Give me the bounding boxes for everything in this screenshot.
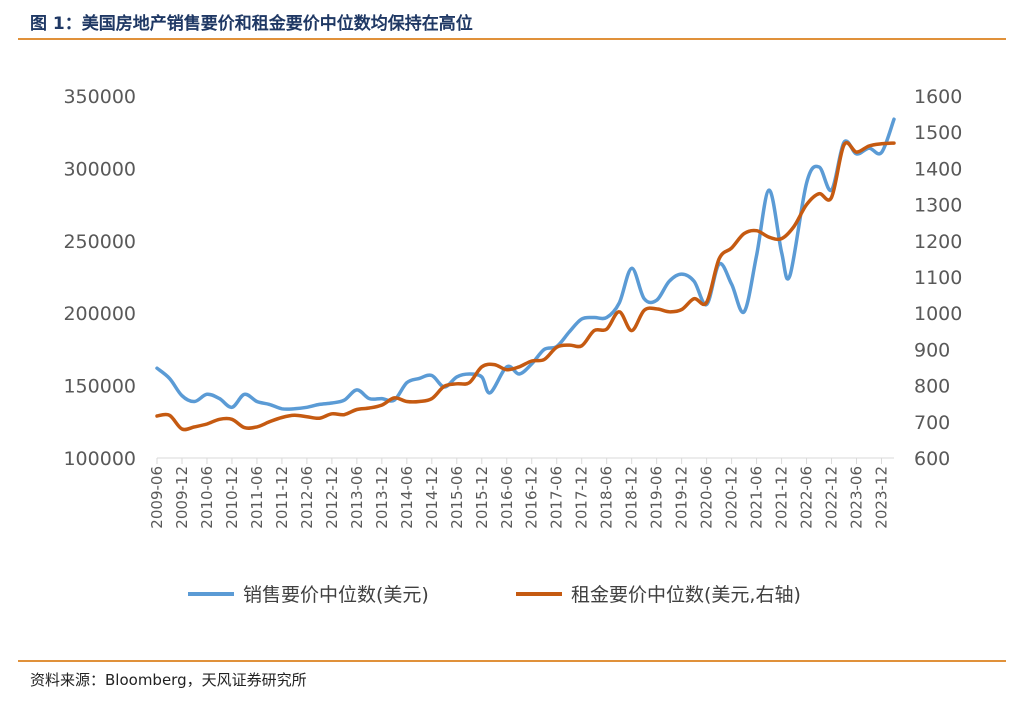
y-left-tick-label: 150000 xyxy=(63,376,136,398)
x-tick-label: 2020-06 xyxy=(698,466,716,529)
chart-title: 图 1：美国房地产销售要价和租金要价中位数均保持在高位 xyxy=(30,14,473,34)
x-tick-label: 2018-06 xyxy=(598,466,616,529)
y-right-tick-label: 1300 xyxy=(914,195,962,217)
y-left-tick-label: 350000 xyxy=(63,86,136,108)
x-tick-label: 2013-06 xyxy=(348,466,366,529)
x-tick-label: 2019-06 xyxy=(648,466,666,529)
source-note: 资料来源：Bloomberg，天风证券研究所 xyxy=(30,671,307,689)
x-tick-label: 2016-06 xyxy=(498,466,516,529)
x-tick-label: 2022-06 xyxy=(798,466,816,529)
x-tick-label: 2010-12 xyxy=(223,466,241,529)
y-right-tick-label: 900 xyxy=(914,339,950,361)
x-tick-label: 2015-12 xyxy=(473,466,491,529)
y-right-tick-label: 600 xyxy=(914,448,950,470)
right-y-axis: 1600 1500 1400 1300 1200 1100 1000 900 800 700 600 xyxy=(914,86,962,470)
y-right-tick-label: 1500 xyxy=(914,122,962,144)
legend-label-rent: 租金要价中位数(美元,右轴) xyxy=(571,584,801,606)
x-tick-label: 2021-06 xyxy=(748,466,766,529)
y-left-tick-label: 300000 xyxy=(63,158,136,180)
x-tick-label: 2020-12 xyxy=(723,466,741,529)
x-tick-label: 2016-12 xyxy=(523,466,541,529)
x-tick-label: 2015-06 xyxy=(448,466,466,529)
y-right-tick-label: 1000 xyxy=(914,303,962,325)
left-y-axis: 350000 300000 250000 200000 150000 100000 xyxy=(63,86,136,470)
y-right-tick-label: 1400 xyxy=(914,158,962,180)
x-tick-label: 2009-06 xyxy=(148,466,166,529)
x-tick-label: 2022-12 xyxy=(823,466,841,529)
chart-svg: 350000 300000 250000 200000 150000 100000 160… xyxy=(63,86,962,606)
top-divider xyxy=(18,38,1006,40)
x-tick-label: 2023-12 xyxy=(873,466,891,529)
y-right-tick-label: 1600 xyxy=(914,86,962,108)
x-tick-label: 2018-12 xyxy=(623,466,641,529)
x-tick-label: 2017-06 xyxy=(548,466,566,529)
series-line-sale-price xyxy=(155,117,896,411)
series-line-rent-price xyxy=(155,141,896,432)
x-tick-label: 2012-06 xyxy=(298,466,316,529)
bottom-divider xyxy=(18,660,1006,662)
legend: 销售要价中位数(美元) 租金要价中位数(美元,右轴) xyxy=(188,584,801,606)
y-right-tick-label: 1100 xyxy=(914,267,962,289)
y-left-tick-label: 200000 xyxy=(63,303,136,325)
x-tick-label: 2019-12 xyxy=(673,466,691,529)
x-tick-label: 2014-12 xyxy=(423,466,441,529)
x-axis: 2009-06 2009-12 2010-06 2010-12 2011-06 2011-… xyxy=(148,457,894,529)
x-tick-label: 2011-06 xyxy=(248,466,266,529)
y-right-tick-label: 1200 xyxy=(914,231,962,253)
x-tick-label: 2010-06 xyxy=(198,466,216,529)
y-left-tick-label: 100000 xyxy=(63,448,136,470)
y-right-tick-label: 800 xyxy=(914,376,950,398)
x-tick-label: 2012-12 xyxy=(323,466,341,529)
y-left-tick-label: 250000 xyxy=(63,231,136,253)
x-tick-label: 2023-06 xyxy=(848,466,866,529)
x-tick-label: 2017-12 xyxy=(573,466,591,529)
x-tick-label: 2013-12 xyxy=(373,466,391,529)
legend-label-sale: 销售要价中位数(美元) xyxy=(243,584,429,606)
x-tick-label: 2021-12 xyxy=(773,466,791,529)
x-tick-label: 2009-12 xyxy=(173,466,191,529)
y-right-tick-label: 700 xyxy=(914,412,950,434)
x-tick-label: 2014-06 xyxy=(398,466,416,529)
x-tick-label: 2011-12 xyxy=(273,466,291,529)
series-layer xyxy=(155,117,896,432)
